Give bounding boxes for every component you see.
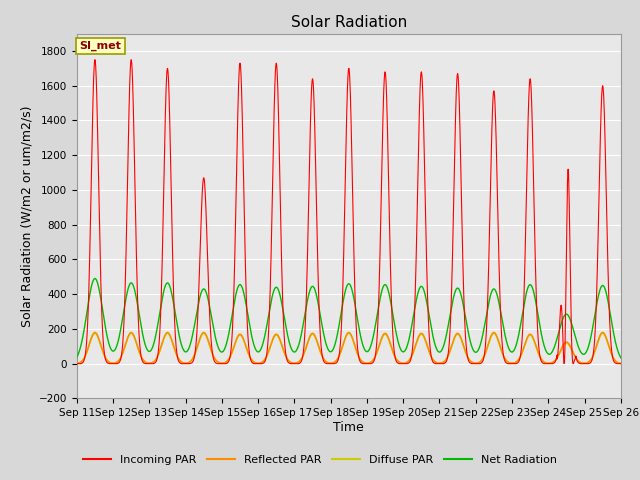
Text: SI_met: SI_met	[79, 41, 122, 51]
X-axis label: Time: Time	[333, 421, 364, 434]
Title: Solar Radiation: Solar Radiation	[291, 15, 407, 30]
Legend: Incoming PAR, Reflected PAR, Diffuse PAR, Net Radiation: Incoming PAR, Reflected PAR, Diffuse PAR…	[79, 451, 561, 469]
Y-axis label: Solar Radiation (W/m2 or um/m2/s): Solar Radiation (W/m2 or um/m2/s)	[20, 105, 33, 327]
